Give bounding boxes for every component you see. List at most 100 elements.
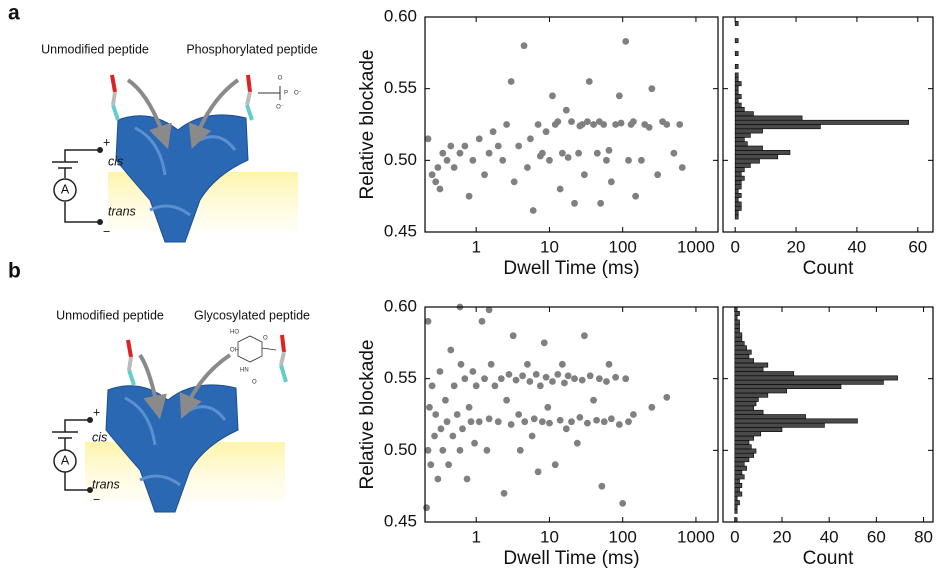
point bbox=[475, 418, 483, 426]
chem-label: HN bbox=[240, 368, 249, 374]
point bbox=[630, 411, 637, 418]
meter-label: A bbox=[61, 182, 70, 196]
point bbox=[571, 199, 578, 207]
point bbox=[471, 439, 478, 447]
point bbox=[617, 119, 625, 127]
point bbox=[449, 432, 457, 440]
bar bbox=[734, 72, 739, 78]
point bbox=[497, 375, 505, 383]
bar bbox=[734, 401, 757, 407]
bar bbox=[734, 154, 779, 160]
point bbox=[439, 149, 447, 157]
bar bbox=[734, 124, 821, 130]
x-tick-label: 0 bbox=[730, 237, 739, 256]
point bbox=[485, 306, 493, 314]
point bbox=[554, 370, 562, 378]
point bbox=[619, 499, 627, 507]
point bbox=[523, 360, 531, 368]
x-tick-label: 10 bbox=[540, 237, 559, 256]
meter-label: A bbox=[61, 453, 70, 467]
bar bbox=[734, 150, 791, 155]
point bbox=[507, 421, 515, 428]
point bbox=[534, 121, 542, 128]
bar bbox=[734, 214, 739, 220]
bar bbox=[734, 193, 742, 198]
point bbox=[595, 118, 603, 126]
scatter-chart: 0.45 0.50 0.55 0.60 1 10 100 1000 Dwell Time (ms… bbox=[357, 296, 719, 569]
point bbox=[523, 164, 531, 171]
histogram-chart: 0 20 40 60 Count bbox=[722, 16, 934, 279]
bar bbox=[734, 461, 745, 467]
point bbox=[556, 185, 564, 193]
bar bbox=[734, 145, 763, 151]
point bbox=[561, 379, 568, 387]
bar bbox=[734, 392, 769, 398]
x-tick-label: 40 bbox=[847, 237, 866, 256]
y-tick-label: 0.50 bbox=[384, 440, 417, 459]
x-tick-label: 100 bbox=[609, 237, 637, 256]
bar bbox=[734, 405, 754, 411]
point bbox=[593, 149, 601, 157]
point bbox=[434, 164, 442, 171]
point bbox=[573, 439, 581, 447]
polarity: + bbox=[93, 405, 100, 419]
point bbox=[598, 482, 606, 490]
point bbox=[456, 149, 464, 157]
point bbox=[436, 368, 444, 375]
point bbox=[603, 378, 610, 385]
point bbox=[575, 149, 582, 157]
x-tick-label: 100 bbox=[609, 527, 637, 546]
point bbox=[590, 121, 597, 128]
bar bbox=[734, 482, 743, 488]
point bbox=[622, 375, 630, 383]
point bbox=[491, 382, 499, 390]
point bbox=[453, 411, 461, 418]
bar bbox=[734, 102, 742, 108]
histogram-chart: 0 20 40 60 80 Count bbox=[722, 306, 934, 569]
point bbox=[576, 122, 584, 130]
arrow bbox=[138, 353, 167, 420]
bar bbox=[734, 197, 739, 203]
bar bbox=[734, 470, 743, 475]
point bbox=[532, 370, 540, 378]
point bbox=[510, 178, 518, 186]
bar bbox=[734, 76, 739, 82]
bar bbox=[734, 409, 764, 415]
point bbox=[461, 375, 469, 383]
polarity: + bbox=[103, 135, 110, 149]
point bbox=[562, 425, 570, 433]
bar bbox=[734, 431, 762, 437]
peptide-label: Unmodified peptide bbox=[56, 308, 164, 322]
point bbox=[571, 375, 578, 383]
peptide bbox=[110, 74, 120, 121]
bar bbox=[734, 422, 825, 428]
point bbox=[564, 154, 572, 161]
point bbox=[670, 149, 678, 157]
point bbox=[427, 461, 435, 469]
point bbox=[485, 415, 493, 423]
bar bbox=[734, 388, 788, 394]
point bbox=[625, 418, 632, 426]
point bbox=[507, 78, 515, 85]
peptide bbox=[245, 74, 254, 121]
point bbox=[607, 415, 615, 423]
x-axis-label: Count bbox=[803, 258, 854, 279]
point bbox=[648, 403, 656, 411]
bar bbox=[734, 20, 739, 26]
bar bbox=[734, 341, 745, 346]
y-tick-label: 0.55 bbox=[384, 78, 417, 97]
point bbox=[494, 418, 502, 426]
bar bbox=[734, 474, 745, 480]
point bbox=[469, 156, 477, 164]
point bbox=[439, 446, 447, 454]
point bbox=[528, 432, 536, 440]
x-tick-label: 1 bbox=[471, 527, 480, 546]
chem-label: O bbox=[252, 380, 257, 386]
point bbox=[546, 156, 553, 164]
plot-frame bbox=[722, 306, 934, 523]
point bbox=[519, 372, 527, 380]
panel-label: a bbox=[8, 2, 20, 25]
plot-frame bbox=[722, 16, 934, 233]
point bbox=[428, 382, 436, 390]
